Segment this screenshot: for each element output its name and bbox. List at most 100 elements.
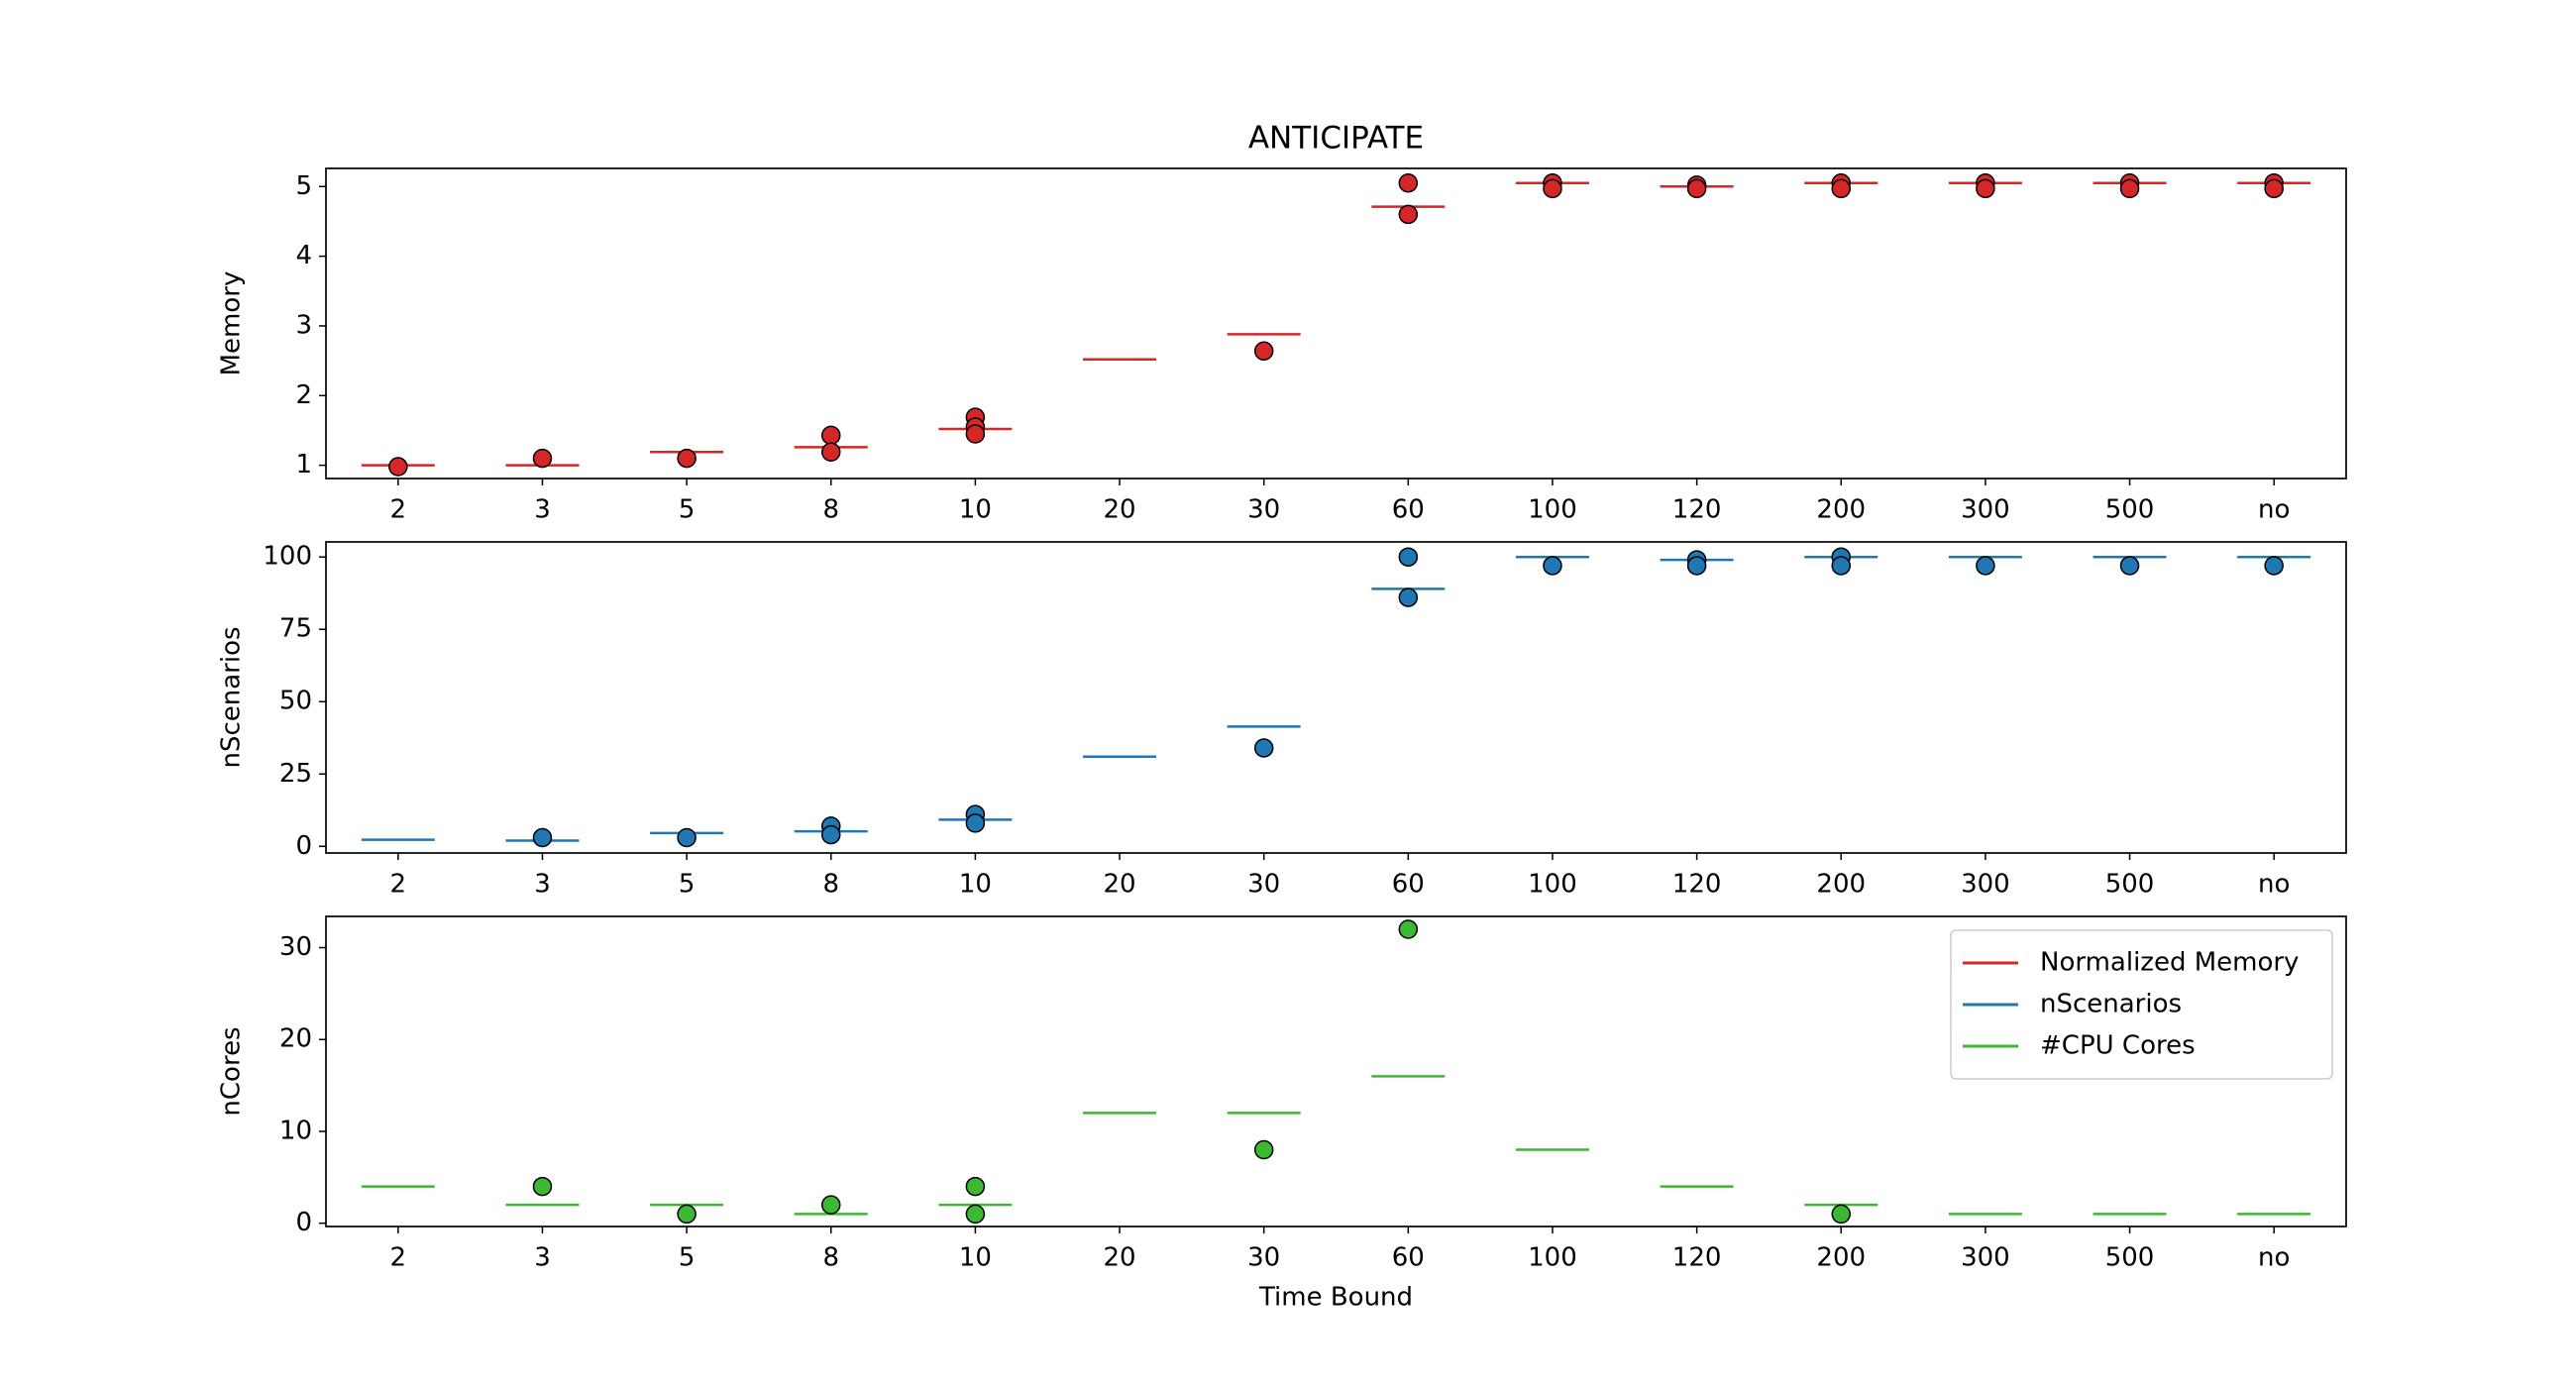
x-tick-label: 60 bbox=[1392, 870, 1425, 900]
data-point bbox=[532, 448, 553, 469]
y-tick-label: 10 bbox=[279, 1116, 312, 1145]
data-point bbox=[1398, 919, 1419, 939]
plot-frame bbox=[325, 541, 2347, 854]
x-tick-label: 30 bbox=[1247, 1243, 1280, 1273]
x-tick-label: 500 bbox=[2105, 495, 2155, 525]
y-tick-label: 0 bbox=[295, 831, 312, 861]
data-point bbox=[821, 824, 841, 845]
data-point bbox=[1831, 556, 1851, 576]
x-tick-label: 3 bbox=[534, 1243, 551, 1273]
data-point bbox=[821, 1195, 841, 1215]
y-tick-label: 2 bbox=[295, 380, 312, 410]
data-point bbox=[965, 813, 986, 833]
data-point bbox=[821, 425, 841, 446]
x-tick-label: 2 bbox=[390, 1243, 407, 1273]
data-point bbox=[1831, 178, 1851, 199]
x-tick-label: 300 bbox=[1961, 495, 2010, 525]
x-tick-label: 100 bbox=[1528, 1243, 1577, 1273]
data-point bbox=[677, 1204, 697, 1225]
data-point bbox=[677, 827, 697, 848]
x-tick-label: 10 bbox=[959, 1243, 992, 1273]
x-tick-label: 200 bbox=[1816, 1243, 1866, 1273]
x-tick-label: 120 bbox=[1672, 495, 1722, 525]
data-point bbox=[677, 448, 697, 469]
y-tick-label: 30 bbox=[279, 932, 312, 962]
data-point bbox=[1831, 1204, 1851, 1225]
data-point bbox=[1543, 556, 1562, 576]
x-tick-label: 3 bbox=[534, 870, 551, 900]
y-tick-label: 20 bbox=[279, 1024, 312, 1054]
y-axis-label: nCores bbox=[217, 1026, 247, 1116]
x-tick-label: 5 bbox=[679, 1243, 696, 1273]
x-tick-label: 5 bbox=[679, 870, 696, 900]
y-tick-label: 100 bbox=[263, 542, 312, 572]
x-tick-label: 300 bbox=[1961, 1243, 2010, 1273]
x-tick-label: 8 bbox=[822, 870, 839, 900]
data-point bbox=[532, 1176, 553, 1197]
data-point bbox=[1398, 547, 1419, 567]
x-tick-label: 500 bbox=[2105, 870, 2155, 900]
data-point bbox=[965, 1204, 986, 1225]
legend-label: Normalized Memory bbox=[2040, 948, 2299, 978]
x-tick-label: 3 bbox=[534, 495, 551, 525]
x-tick-label: 120 bbox=[1672, 870, 1722, 900]
y-tick-label: 50 bbox=[279, 687, 312, 716]
data-point bbox=[1253, 341, 1274, 362]
y-tick-label: 0 bbox=[295, 1208, 312, 1237]
data-point bbox=[2119, 556, 2140, 576]
x-tick-label: 300 bbox=[1961, 870, 2010, 900]
data-point bbox=[532, 827, 553, 848]
data-point bbox=[1398, 204, 1419, 225]
data-point bbox=[1686, 178, 1707, 199]
legend-label: #CPU Cores bbox=[2040, 1031, 2196, 1061]
y-tick-label: 3 bbox=[295, 310, 312, 340]
data-point bbox=[1543, 178, 1562, 199]
chart-title: ANTICIPATE bbox=[1248, 121, 1424, 157]
x-tick-label: 20 bbox=[1103, 495, 1135, 525]
data-point bbox=[1686, 556, 1707, 576]
x-tick-label: 8 bbox=[822, 495, 839, 525]
x-tick-label: 200 bbox=[1816, 495, 1866, 525]
data-point bbox=[1976, 556, 1995, 576]
plot-frame bbox=[325, 167, 2347, 480]
x-tick-label: no bbox=[2258, 870, 2290, 900]
x-tick-label: 10 bbox=[959, 495, 992, 525]
x-axis-label: Time Bound bbox=[1258, 1283, 1413, 1313]
data-point bbox=[2264, 556, 2284, 576]
y-tick-label: 4 bbox=[295, 241, 312, 270]
y-axis-label: Memory bbox=[217, 271, 247, 376]
data-point bbox=[1398, 173, 1419, 193]
y-tick-label: 75 bbox=[279, 614, 312, 644]
y-tick-label: 5 bbox=[295, 171, 312, 201]
data-point bbox=[1253, 1139, 1274, 1160]
data-point bbox=[965, 1176, 986, 1197]
x-tick-label: 60 bbox=[1392, 495, 1425, 525]
data-point bbox=[1253, 738, 1274, 758]
data-point bbox=[2264, 178, 2284, 199]
x-tick-label: 5 bbox=[679, 495, 696, 525]
data-point bbox=[388, 457, 408, 477]
x-tick-label: 100 bbox=[1528, 495, 1577, 525]
x-tick-label: 120 bbox=[1672, 1243, 1722, 1273]
legend-box bbox=[1950, 929, 2333, 1080]
x-tick-label: 20 bbox=[1103, 870, 1135, 900]
legend-label: nScenarios bbox=[2040, 990, 2182, 1019]
x-tick-label: 100 bbox=[1528, 870, 1577, 900]
x-tick-label: 20 bbox=[1103, 1243, 1135, 1273]
x-tick-label: 30 bbox=[1247, 870, 1280, 900]
data-point bbox=[965, 424, 986, 444]
x-tick-label: 8 bbox=[822, 1243, 839, 1273]
plot-frame bbox=[325, 915, 2347, 1227]
x-tick-label: 2 bbox=[390, 870, 407, 900]
x-tick-label: 2 bbox=[390, 495, 407, 525]
x-tick-label: 10 bbox=[959, 870, 992, 900]
x-tick-label: 60 bbox=[1392, 1243, 1425, 1273]
x-tick-label: 500 bbox=[2105, 1243, 2155, 1273]
x-tick-label: 200 bbox=[1816, 870, 1866, 900]
x-tick-label: no bbox=[2258, 495, 2290, 525]
data-point bbox=[2119, 178, 2140, 199]
x-tick-label: no bbox=[2258, 1243, 2290, 1273]
y-tick-label: 1 bbox=[295, 450, 312, 480]
data-point bbox=[1398, 587, 1419, 607]
y-axis-label: nScenarios bbox=[217, 626, 247, 768]
